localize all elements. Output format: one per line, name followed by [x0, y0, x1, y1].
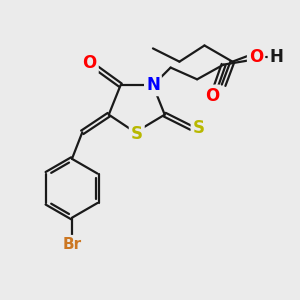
Text: O: O — [82, 54, 97, 72]
Text: O: O — [205, 86, 219, 104]
Text: Br: Br — [62, 237, 82, 252]
Text: O: O — [249, 48, 263, 66]
Text: H: H — [270, 48, 283, 66]
Text: S: S — [131, 125, 143, 143]
Text: S: S — [193, 119, 205, 137]
Text: N: N — [146, 76, 160, 94]
